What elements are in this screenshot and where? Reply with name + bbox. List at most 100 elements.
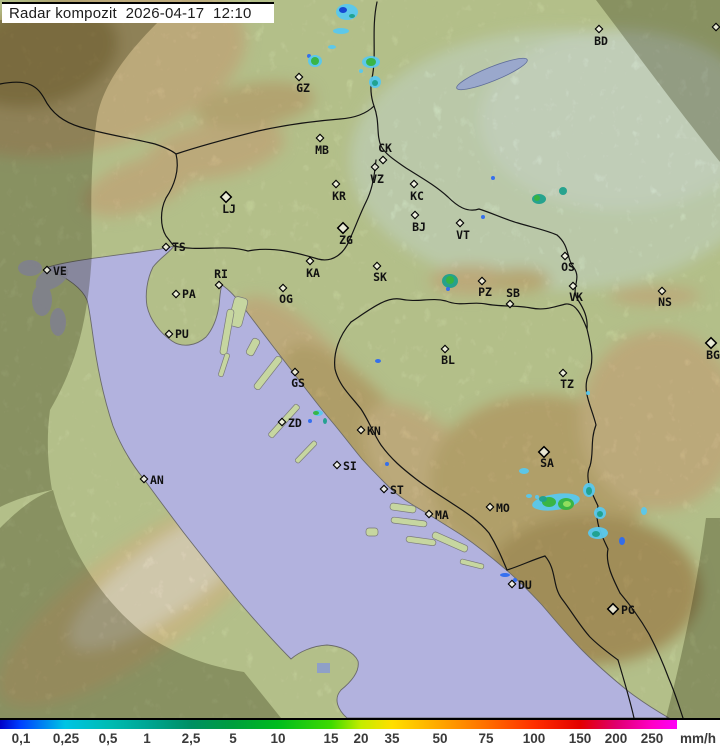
city-TZ: TZ — [558, 368, 574, 391]
city-label: BJ — [412, 220, 426, 234]
lake-varano — [317, 663, 330, 673]
city-MB: MB — [315, 133, 329, 157]
city-label: LJ — [222, 202, 236, 216]
lakes — [317, 57, 528, 673]
scale-label: 15 — [323, 731, 339, 746]
city-label: TS — [172, 240, 186, 254]
radar-echo-green — [446, 276, 454, 284]
city-SK: SK — [372, 261, 387, 284]
city-MO: MO — [485, 501, 510, 515]
radar-coverage-shadow — [0, 0, 720, 718]
city-label: SK — [373, 270, 387, 284]
city-label: ZG — [339, 233, 353, 247]
city-diamond-icon — [477, 276, 487, 286]
country-borders — [0, 1, 684, 718]
city-ST: ST — [379, 483, 404, 497]
scale-label: 50 — [432, 731, 448, 746]
precip-scale-labels: 0,1 0,25 0,5 1 2,5 5 10 15 20 35 50 75 100 150 200 250 m… — [0, 729, 720, 751]
radar-echo-cyan — [359, 69, 363, 73]
radar-echo-green — [366, 58, 376, 66]
radar-echo-green — [534, 195, 540, 201]
city-diamond-icon — [378, 155, 388, 165]
city-diamond-icon — [505, 299, 515, 309]
city-label: VK — [569, 290, 583, 304]
city-diamond-icon — [424, 509, 434, 519]
city-PZ: PZ — [477, 276, 492, 299]
city-label: VZ — [370, 172, 384, 186]
city-diamond-icon — [42, 265, 52, 275]
city-NS: NS — [657, 286, 672, 309]
scale-label: 5 — [229, 731, 237, 746]
city-VT: VT — [455, 218, 470, 242]
city-diamond-icon — [164, 329, 174, 339]
city-label: BD — [594, 34, 608, 48]
city-VE: VE — [42, 264, 67, 278]
radar-echo-teal — [372, 80, 378, 86]
city-PU: PU — [164, 327, 189, 341]
scale-label: 0,5 — [98, 731, 118, 746]
city-VZ: VZ — [370, 162, 384, 186]
radar-echo-cyan — [641, 507, 647, 515]
city-label: VE — [53, 264, 67, 278]
city-diamond-icon — [560, 251, 570, 261]
city-diamond-icon — [171, 289, 181, 299]
city-diamond-icon — [372, 261, 382, 271]
city-label: OG — [279, 292, 293, 306]
radar-echo-teal — [539, 496, 547, 502]
city-diamond-icon — [336, 221, 350, 235]
city-PA: PA — [171, 287, 196, 301]
city-label: PU — [175, 327, 189, 341]
radar-echo-cyan — [519, 468, 529, 474]
precipitation-echoes — [307, 4, 647, 582]
scale-label: 10 — [270, 731, 286, 746]
city-SA: SA — [537, 445, 554, 470]
city-VK: VK — [568, 281, 583, 304]
city-OG: OG — [278, 283, 293, 306]
city-label: BL — [441, 353, 455, 367]
city-diamond-icon — [594, 24, 604, 34]
city-DU: DU — [507, 578, 532, 592]
city-label: KC — [410, 189, 424, 203]
city-MA: MA — [424, 508, 449, 522]
city-BJ: BJ — [410, 210, 426, 234]
title-bar: Radar kompozit 2026-04-17 12:10 — [2, 2, 274, 23]
scale-label: 35 — [384, 731, 400, 746]
city-ZG: ZG — [336, 221, 353, 247]
city-diamond-icon — [507, 579, 517, 589]
city-SI: SI — [332, 459, 357, 473]
scale-label: 75 — [478, 731, 494, 746]
radar-echo-blue — [481, 215, 485, 219]
city-label: PZ — [478, 285, 492, 299]
city-diamond-icon — [305, 256, 315, 266]
precip-colorbar — [0, 720, 677, 729]
scale-label: 100 — [522, 731, 546, 746]
city-diamond-icon — [657, 286, 667, 296]
city-diamond-icon — [356, 425, 366, 435]
city-diamond-icon — [711, 22, 720, 32]
radar-echo-cyan — [586, 391, 590, 395]
city-KA: KA — [305, 256, 320, 280]
lake-balaton — [456, 57, 528, 91]
radar-echo-teal — [559, 187, 567, 195]
radar-echo-blue — [619, 537, 625, 545]
city-diamond-icon — [558, 368, 568, 378]
radar-echo-teal — [349, 14, 355, 18]
radar-echo-teal — [586, 487, 592, 495]
radar-echo-bright — [563, 501, 571, 507]
city-diamond-icon — [219, 190, 233, 204]
city-label: SB — [506, 286, 520, 300]
city-label: KN — [367, 424, 381, 438]
city-label: CK — [378, 141, 392, 155]
adriatic-sea — [44, 245, 670, 718]
city-label: PG — [621, 603, 635, 617]
radar-echo-blue — [308, 419, 312, 423]
city-label: PA — [182, 287, 196, 301]
city-KR: KR — [331, 179, 346, 203]
scale-label: 0,1 — [11, 731, 31, 746]
radar-echo-cyan — [328, 45, 336, 49]
city-diamond-icon — [409, 179, 419, 189]
city-diamond-icon — [440, 344, 450, 354]
city-label: MB — [315, 143, 329, 157]
city-OS: OS — [560, 251, 575, 274]
radar-echo-blue — [513, 578, 517, 582]
